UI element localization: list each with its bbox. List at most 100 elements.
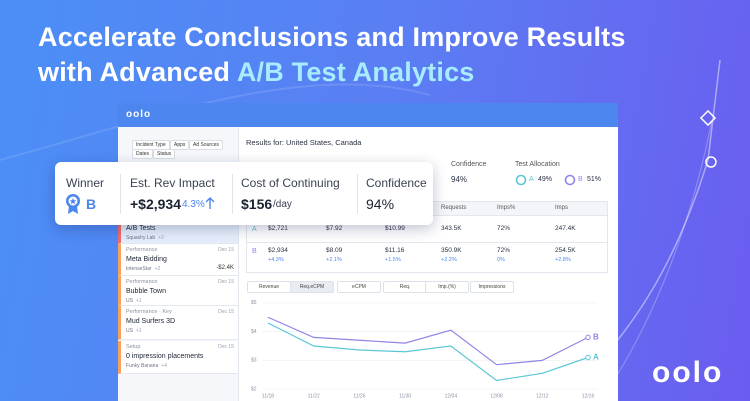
incident-meta: Funky Banana +4 <box>126 363 167 369</box>
headline-highlight: A/B Test Analytics <box>236 57 475 87</box>
x-tick-label: 11/26 <box>353 393 365 399</box>
incident-category: Setup <box>126 344 141 350</box>
row-divider <box>247 242 607 243</box>
allocation-label: B <box>578 176 583 183</box>
headline: with Advanced A/B Test Analytics <box>38 57 475 88</box>
incident-date: Dec 15 <box>218 247 234 253</box>
table-cell: 254.5K <box>555 247 576 254</box>
x-tick-label: 12/08 <box>490 393 503 399</box>
metric-tab[interactable]: Req.eCPM <box>290 281 334 293</box>
incident-extra: +1 <box>135 328 142 334</box>
y-tick-label: $2 <box>251 386 257 392</box>
incident-meta: IntenseStar +2 <box>126 266 161 272</box>
end-marker <box>585 334 591 341</box>
filter-chip[interactable]: Apps <box>170 140 190 150</box>
incident-item[interactable]: Performance Dec 15 Meta Bidding IntenseStar… <box>118 244 238 276</box>
summary-label: Confidence <box>451 161 487 168</box>
table-header-cell: Requests <box>441 205 467 211</box>
logo: oolo <box>126 109 152 120</box>
headline-text: with Advanced <box>38 57 231 87</box>
allocation-value: 51% <box>587 176 602 183</box>
divider <box>232 174 233 214</box>
incident-date: Dec 15 <box>218 344 234 350</box>
table-cell: $2,721 <box>268 225 288 232</box>
card-label: Est. Rev Impact <box>130 176 215 190</box>
table-cell: $10.99 <box>385 225 405 232</box>
table-cell: 72% <box>497 225 511 232</box>
impact-value: +$2,934 <box>130 196 181 212</box>
variant-label: B <box>252 248 257 255</box>
filter-chip[interactable]: Status <box>153 149 176 159</box>
table-cell: $7.92 <box>326 225 343 232</box>
y-tick-label: $3 <box>251 358 257 364</box>
cost-unit: /day <box>273 199 292 210</box>
filter-chip[interactable]: Ad Sources <box>189 140 223 150</box>
x-tick-label: 12/12 <box>536 393 549 399</box>
summary-value: 94% <box>451 175 468 184</box>
incident-category: Performance <box>126 279 158 285</box>
table-delta: +4.3% <box>268 257 284 263</box>
confidence-value: 94% <box>366 196 395 212</box>
table-header-cell: Imps <box>555 205 569 211</box>
x-tick-label: 11/22 <box>308 393 320 399</box>
brand-logo: oolo <box>652 356 724 389</box>
winner-variant: B <box>86 196 97 212</box>
winner-card: Winner B Est. Rev Impact +$2,934 4.3% Co… <box>55 162 433 225</box>
divider <box>120 174 121 214</box>
series-line <box>267 322 589 382</box>
incident-category: Performance <box>126 247 158 253</box>
impact-pct: 4.3% <box>182 199 205 210</box>
metric-tab[interactable]: Impressions <box>470 281 514 293</box>
table-delta: 0% <box>497 257 505 263</box>
card-label: Cost of Continuing <box>241 176 340 190</box>
card-label: Confidence <box>366 176 427 190</box>
incident-title: Mud Surfers 3D <box>126 318 176 325</box>
incident-item[interactable]: Performance · Key Dec 15 Mud Surfers 3D US +… <box>118 306 238 340</box>
table-delta: +2.8% <box>555 257 571 263</box>
filter-chip[interactable]: Dates <box>132 149 154 159</box>
table-cell: 72% <box>497 247 511 254</box>
headline: Accelerate Conclusions and Improve Resul… <box>38 22 626 52</box>
incident-date: Dec 15 <box>218 279 234 285</box>
table-delta: +2.1% <box>326 257 342 263</box>
incident-extra: +2 <box>158 235 164 241</box>
incident-category: Performance · Key <box>126 309 172 315</box>
x-tick-label: 11/30 <box>399 393 411 399</box>
y-tick-label: $4 <box>251 329 257 335</box>
table-cell: 350.9K <box>441 247 462 254</box>
incident-extra: +4 <box>161 363 167 369</box>
allocation-ring <box>515 174 527 186</box>
incident-meta: Squashy Lab +2 <box>126 235 164 241</box>
end-marker <box>585 354 591 361</box>
incident-date: Dec 15 <box>218 309 234 315</box>
x-tick-label: 12/16 <box>582 393 595 399</box>
series-label: B <box>593 332 599 341</box>
table-cell: 247.4K <box>555 225 576 232</box>
up-arrow <box>205 197 215 209</box>
table-cell: $2,934 <box>268 247 288 254</box>
divider <box>357 174 358 214</box>
series-label: A <box>593 353 599 362</box>
series-line <box>267 316 589 366</box>
results-title: Results for: United States, Canada <box>246 138 362 147</box>
badge-icon <box>66 194 80 214</box>
table-cell: $8.09 <box>326 247 343 254</box>
incident-title: Bubble Town <box>126 288 166 295</box>
incident-item[interactable]: Performance Dec 15 Bubble Town US +1 <box>118 276 238 306</box>
incident-extra: +2 <box>154 266 161 272</box>
metric-tab[interactable]: Imp.(%) <box>425 281 469 293</box>
incident-impact: -$2.4K <box>216 265 234 271</box>
allocation-ring <box>564 174 576 186</box>
incident-item[interactable]: Setup Dec 15 0 impression placements Funky … <box>118 341 238 374</box>
incident-title: 0 impression placements <box>126 353 204 360</box>
app-window: oolo Incident Type Apps Ad Sources Dates… <box>118 103 618 401</box>
table-cell: 343.5K <box>441 225 462 232</box>
incident-title: A/B Tests <box>126 225 156 232</box>
line-chart: $5 $4 $3 $2 11/18 11/22 11/26 11/30 12/04 12/08 12… <box>251 300 599 399</box>
x-tick-label: 11/18 <box>262 393 274 399</box>
y-tick-label: $5 <box>251 300 257 306</box>
incident-meta: US +1 <box>126 328 142 334</box>
metric-tab[interactable]: eCPM <box>337 281 381 293</box>
allocation-value: 49% <box>538 176 553 183</box>
